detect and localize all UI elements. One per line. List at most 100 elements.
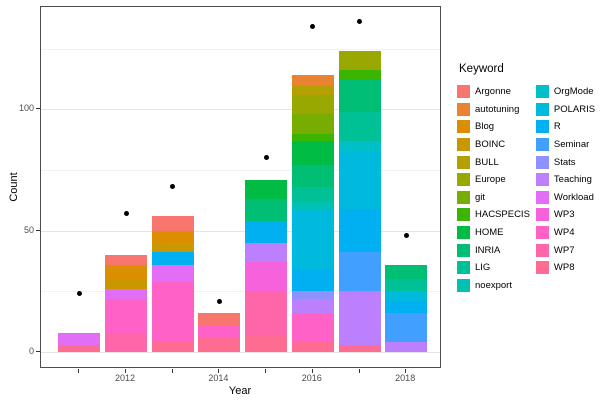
legend-label-Stats: Stats bbox=[553, 156, 576, 168]
legend-swatch-Workload bbox=[535, 190, 549, 204]
legend-item-noexport: noexport bbox=[457, 277, 530, 295]
legend-label-Teaching: Teaching bbox=[553, 174, 592, 186]
bar-segment-2012-Blog bbox=[105, 264, 147, 280]
legend-item-OrgMode: OrgMode bbox=[535, 83, 595, 101]
bar-segment-2013-WP8 bbox=[151, 342, 194, 352]
bar-segment-2017-Europe bbox=[338, 51, 381, 71]
legend-item-LIG: LIG bbox=[457, 259, 530, 277]
gridline-minor bbox=[41, 169, 440, 171]
bar-segment-2012-WP7 bbox=[105, 332, 147, 352]
x-tick-label-2014: 2014 bbox=[208, 373, 229, 383]
data-point-2011 bbox=[76, 291, 82, 297]
gridline-minor bbox=[41, 48, 440, 50]
gridline-major bbox=[41, 230, 440, 232]
legend-item-BULL: BULL bbox=[457, 153, 530, 171]
legend-swatch-Europe bbox=[457, 173, 470, 187]
bar-segment-2016-Europe bbox=[291, 94, 334, 115]
bar-segment-2015-HOME bbox=[245, 179, 288, 200]
legend-swatch-WP7 bbox=[535, 243, 549, 257]
legend-item-Teaching: Teaching bbox=[535, 171, 595, 189]
bar-segment-2016-LIG bbox=[291, 186, 334, 202]
bar-segment-2014-Argonne bbox=[198, 313, 241, 326]
legend-swatch-Stats bbox=[535, 155, 549, 169]
bar-segment-2013-Blog bbox=[151, 230, 194, 243]
legend-label-Argonne: Argonne bbox=[475, 86, 511, 98]
legend-label-autotuning: autotuning bbox=[475, 103, 520, 115]
bar-segment-2017-POLARIS bbox=[338, 150, 381, 209]
legend-swatch-OrgMode bbox=[535, 85, 549, 99]
gridline-major bbox=[41, 109, 440, 111]
legend-item-WP8: WP8 bbox=[535, 259, 595, 277]
data-point-2013 bbox=[170, 184, 176, 190]
legend-item-WP4: WP4 bbox=[535, 224, 595, 242]
legend-label-HACSPECIS: HACSPECIS bbox=[475, 209, 530, 221]
x-tick-label-2018: 2018 bbox=[395, 373, 416, 383]
bar-segment-2017-HACSPECIS bbox=[338, 70, 381, 81]
bar-segment-2016-WP4 bbox=[291, 313, 334, 343]
legend-swatch-HACSPECIS bbox=[457, 208, 470, 222]
bar-segment-2013-Workload bbox=[151, 264, 194, 282]
bar-segment-2015-R bbox=[245, 220, 288, 243]
bar-segment-2018-INRIA bbox=[385, 264, 428, 280]
bar-segment-2016-R bbox=[291, 269, 334, 292]
legend-swatch-noexport bbox=[457, 278, 470, 292]
bar-segment-2016-Stats bbox=[291, 291, 334, 299]
x-tick-mark bbox=[125, 369, 126, 373]
y-tick-label-0: 0 bbox=[28, 346, 34, 356]
x-tick-label-2012: 2012 bbox=[114, 373, 136, 383]
legend-label-HOME: HOME bbox=[475, 227, 504, 239]
legend-label-OrgMode: OrgMode bbox=[553, 86, 594, 98]
bar-segment-2016-Teaching bbox=[291, 298, 334, 314]
bar-segment-2013-BOINC bbox=[151, 242, 194, 253]
legend-item-WP3: WP3 bbox=[535, 206, 595, 224]
legend-swatch-WP4 bbox=[535, 226, 549, 240]
x-tick-mark bbox=[405, 369, 407, 373]
bar-segment-2016-git bbox=[291, 114, 334, 134]
data-point-2012 bbox=[123, 211, 129, 217]
bar-segment-2016-HOME bbox=[291, 140, 334, 166]
bar-segment-2014-WP8 bbox=[198, 337, 241, 352]
bar-segment-2011-Workload bbox=[58, 332, 101, 345]
bar-segment-2012-WP4 bbox=[105, 298, 147, 333]
data-point-2015 bbox=[263, 155, 269, 161]
bar-segment-2016-HACSPECIS bbox=[291, 133, 334, 141]
legend-item-git: git bbox=[457, 189, 530, 207]
bar-segment-2017-INRIA bbox=[338, 80, 381, 112]
bar-segment-2012-Argonne bbox=[105, 254, 147, 265]
bar-segment-2018-LIG bbox=[385, 279, 428, 292]
bar-segment-2017-R bbox=[338, 208, 381, 253]
bar-segment-2017-Teaching bbox=[338, 291, 381, 345]
legend-item-Workload: Workload bbox=[535, 189, 595, 207]
legend-label-git: git bbox=[475, 191, 486, 203]
legend-item-INRIA: INRIA bbox=[457, 241, 530, 259]
legend-label-Europe: Europe bbox=[475, 174, 506, 186]
legend-swatch-git bbox=[457, 190, 470, 204]
gridline-minor bbox=[41, 291, 440, 293]
legend-label-WP4: WP4 bbox=[553, 227, 575, 239]
bar-segment-2018-Seminar bbox=[385, 313, 428, 343]
data-point-2018 bbox=[403, 233, 409, 238]
y-tick-label-50: 50 bbox=[23, 224, 34, 235]
x-tick-mark bbox=[358, 369, 360, 373]
bar-segment-2015-INRIA bbox=[245, 199, 288, 221]
bar-segment-2016-autotuning bbox=[291, 75, 334, 86]
data-point-2017 bbox=[357, 19, 362, 25]
legend-label-WP8: WP8 bbox=[553, 262, 575, 274]
legend-item-Stats: Stats bbox=[535, 153, 595, 171]
bar-segment-2018-Teaching bbox=[385, 342, 428, 352]
y-axis-title: Count bbox=[8, 172, 20, 202]
legend-title: Keyword bbox=[459, 63, 504, 75]
legend-label-Workload: Workload bbox=[553, 191, 594, 203]
legend-swatch-INRIA bbox=[457, 243, 470, 257]
legend-swatch-POLARIS bbox=[535, 102, 549, 116]
legend-label-LIG: LIG bbox=[475, 262, 491, 274]
x-tick-mark bbox=[171, 369, 173, 373]
bar-segment-2016-noexport bbox=[291, 201, 334, 209]
data-point-2016 bbox=[310, 24, 316, 30]
bar-segment-2016-POLARIS bbox=[291, 208, 334, 270]
y-tick-mark bbox=[36, 108, 40, 110]
legend-swatch-Argonne bbox=[457, 85, 470, 99]
x-tick-mark bbox=[218, 369, 220, 373]
bar-segment-2012-Workload bbox=[105, 288, 147, 299]
plot-panel bbox=[40, 6, 441, 368]
